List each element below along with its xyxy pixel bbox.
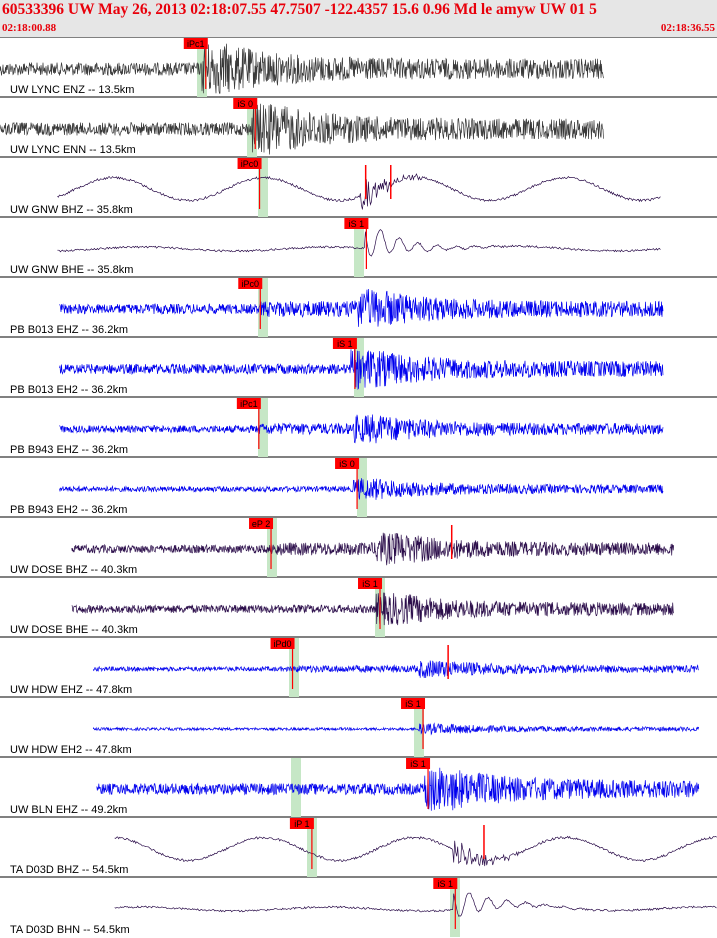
event-header: 60533396 UW May 26, 2013 02:18:07.55 47.… xyxy=(0,0,717,37)
station-label: UW GNW BHE -- 35.8km xyxy=(10,264,133,276)
trace-row[interactable]: iPc1 UW LYNC ENZ -- 13.5km xyxy=(0,38,604,97)
station-label: UW DOSE BHE -- 40.3km xyxy=(10,624,138,636)
pick-flag[interactable] xyxy=(335,458,360,469)
pick-label: iPc1 xyxy=(187,39,205,49)
pick-flag[interactable] xyxy=(344,218,369,229)
station-label: PB B013 EHZ -- 36.2km xyxy=(10,324,128,336)
pick-flag[interactable] xyxy=(433,878,458,889)
pick-label: iP 1 xyxy=(294,819,309,829)
pick-label: iPc0 xyxy=(242,279,260,289)
event-title: 60533396 UW May 26, 2013 02:18:07.55 47.… xyxy=(2,1,597,18)
station-label: UW LYNC ENN -- 13.5km xyxy=(10,144,136,156)
trace-row[interactable]: iPd0 UW HDW EHZ -- 47.8km xyxy=(10,638,699,697)
waveform xyxy=(92,660,699,679)
pick-window xyxy=(354,218,364,277)
station-label: UW LYNC ENZ -- 13.5km xyxy=(10,84,134,96)
trace-row[interactable]: eP 2 UW DOSE BHZ -- 40.3km xyxy=(10,518,675,577)
trace-row[interactable]: iPc0 UW GNW BHZ -- 35.8km xyxy=(10,158,661,217)
pick-label: iS 1 xyxy=(337,339,353,349)
waveform xyxy=(96,767,700,811)
pick-window xyxy=(258,398,268,457)
station-label: PB B943 EH2 -- 36.2km xyxy=(10,504,127,516)
pick-flag[interactable] xyxy=(249,518,274,529)
trace-row[interactable]: iS 0 UW LYNC ENN -- 13.5km xyxy=(0,98,604,157)
pick-window xyxy=(267,518,277,577)
trace-row[interactable]: iS 1 UW DOSE BHE -- 40.3km xyxy=(10,578,675,637)
pick-flag[interactable] xyxy=(236,398,261,409)
station-label: PB B013 EH2 -- 36.2km xyxy=(10,384,127,396)
station-label: TA D03D BHN -- 54.5km xyxy=(10,924,130,936)
waveform xyxy=(57,229,661,257)
trace-row[interactable]: iS 1 UW BLN EHZ -- 49.2km xyxy=(10,758,700,817)
trace-row[interactable]: iS 1 PB B013 EH2 -- 36.2km xyxy=(10,338,664,397)
pick-flag[interactable] xyxy=(332,338,357,349)
waveform xyxy=(0,103,604,155)
seismogram-traces[interactable]: iPc1 UW LYNC ENZ -- 13.5km iS 0 UW LYNC ENN… xyxy=(0,37,717,938)
pick-label: iS 0 xyxy=(339,459,355,469)
pick-flag[interactable] xyxy=(238,278,263,289)
station-label: TA D03D BHZ -- 54.5km xyxy=(10,864,128,876)
station-label: UW HDW EH2 -- 47.8km xyxy=(10,744,132,756)
station-label: UW HDW EHZ -- 47.8km xyxy=(10,684,132,696)
station-label: UW DOSE BHZ -- 40.3km xyxy=(10,564,137,576)
end-time: 02:18:36.55 xyxy=(660,22,715,34)
trace-row[interactable]: iS 1 UW GNW BHE -- 35.8km xyxy=(10,218,661,277)
waveform xyxy=(92,722,700,736)
pick-flag[interactable] xyxy=(270,638,295,649)
pick-label: iS 0 xyxy=(237,99,253,109)
pick-window xyxy=(291,758,301,817)
waveform xyxy=(0,43,604,94)
seismogram-panel[interactable]: iPc1 UW LYNC ENZ -- 13.5km iS 0 UW LYNC ENN… xyxy=(0,37,717,938)
pick-label: iS 1 xyxy=(405,699,421,709)
trace-row[interactable]: iP 1 TA D03D BHZ -- 54.5km xyxy=(10,818,717,877)
trace-row[interactable]: iS 1 TA D03D BHN -- 54.5km xyxy=(10,878,717,937)
pick-window xyxy=(197,38,207,97)
waveform xyxy=(57,173,661,210)
pick-label: iS 1 xyxy=(362,579,378,589)
pick-label: iS 1 xyxy=(349,219,365,229)
pick-label: iS 1 xyxy=(410,759,426,769)
waveform xyxy=(114,892,717,917)
pick-label: iPd0 xyxy=(274,639,292,649)
waveform xyxy=(59,288,664,327)
pick-flag[interactable] xyxy=(358,578,383,589)
pick-label: iPc0 xyxy=(241,159,259,169)
pick-window xyxy=(258,158,268,217)
pick-flag[interactable] xyxy=(237,158,262,169)
pick-window xyxy=(414,698,424,757)
waveform xyxy=(59,349,664,390)
pick-flag[interactable] xyxy=(233,98,258,109)
trace-row[interactable]: iPc1 PB B943 EHZ -- 36.2km xyxy=(10,398,664,457)
station-label: PB B943 EHZ -- 36.2km xyxy=(10,444,128,456)
pick-label: eP 2 xyxy=(252,519,270,529)
trace-row[interactable]: iS 0 PB B943 EH2 -- 36.2km xyxy=(10,458,664,517)
pick-label: iPc1 xyxy=(240,399,258,409)
pick-flag[interactable] xyxy=(406,758,431,769)
pick-flag[interactable] xyxy=(183,38,208,49)
pick-label: iS 1 xyxy=(438,879,454,889)
trace-row[interactable]: iS 1 UW HDW EH2 -- 47.8km xyxy=(10,698,700,757)
start-time: 02:18:00.88 xyxy=(2,22,57,34)
pick-flag[interactable] xyxy=(289,818,314,829)
waveform xyxy=(71,592,675,626)
station-label: UW GNW BHZ -- 35.8km xyxy=(10,204,133,216)
waveform xyxy=(59,414,664,444)
pick-flag[interactable] xyxy=(401,698,426,709)
waveform xyxy=(59,478,664,500)
trace-row[interactable]: iPc0 PB B013 EHZ -- 36.2km xyxy=(10,278,664,337)
waveform xyxy=(114,835,717,867)
waveform xyxy=(71,532,675,566)
station-label: UW BLN EHZ -- 49.2km xyxy=(10,804,127,816)
